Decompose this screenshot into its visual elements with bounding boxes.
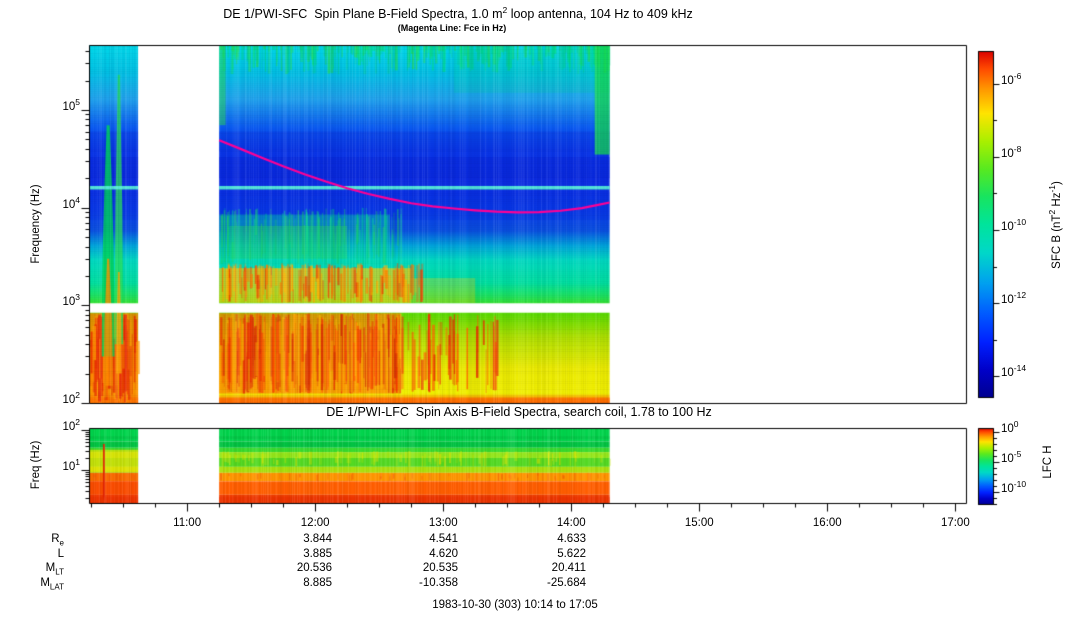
x-tick-label: 11:00: [173, 517, 202, 529]
ephemeris-value: 3.885: [303, 548, 332, 560]
footer-date-range: 1983-10-30 (303) 10:14 to 17:05: [432, 599, 598, 611]
ephemeris-value: -25.684: [546, 577, 586, 589]
ephemeris-value: 20.536: [296, 562, 332, 574]
ephemeris-value: 8.885: [303, 577, 332, 589]
ephemeris-row-label: Re: [51, 533, 64, 548]
ephemeris-value: 4.541: [429, 533, 458, 545]
x-tick-label: 16:00: [812, 517, 842, 529]
sfc-colorbar-tick-label: 10-12: [1001, 290, 1027, 307]
ephemeris-value: 20.411: [551, 562, 586, 574]
x-tick-label: 15:00: [684, 517, 714, 529]
lfc-y-axis-label: Freq (Hz): [30, 440, 42, 490]
lfc-panel-title: DE 1/PWI-LFC Spin Axis B-Field Spectra, …: [326, 405, 712, 419]
ephemeris-value: 4.633: [557, 533, 586, 545]
lfc-colorbar-tick-label: 10-5: [1001, 449, 1022, 465]
ephemeris-value: 4.620: [429, 548, 458, 560]
sfc-ytick-label: 105: [62, 97, 80, 113]
sfc-ytick-label: 102: [62, 390, 80, 406]
lfc-colorbar-tick-label: 10-10: [1001, 479, 1027, 495]
sfc-colorbar-tick-label: 10-8: [1001, 144, 1022, 160]
ephemeris-row-label: MLAT: [40, 577, 64, 592]
lfc-ytick-label: 102: [62, 417, 80, 433]
lfc-colorbar-tick-label: 100: [1001, 419, 1019, 436]
sfc-colorbar-tick-label: 10-10: [1001, 217, 1027, 233]
lfc-ytick-label: 101: [62, 457, 80, 473]
ephemeris-value: 3.844: [303, 533, 332, 545]
sfc-ytick-label: 104: [62, 194, 80, 211]
ephemeris-value: -10.358: [418, 577, 458, 589]
sfc-panel-title: DE 1/PWI-SFC Spin Plane B-Field Spectra,…: [223, 4, 693, 21]
x-tick-label: 14:00: [556, 517, 586, 529]
ephemeris-value: 5.622: [557, 548, 586, 560]
ephemeris-row-label: L: [57, 548, 64, 560]
lfc-colorbar-label: LFC H: [1042, 445, 1054, 479]
sfc-colorbar-label: SFC B (nT2 Hz-1): [1047, 181, 1063, 269]
sfc-y-axis-label: Frequency (Hz): [30, 184, 42, 264]
x-tick-label: 12:00: [300, 517, 330, 529]
ephemeris-value: 20.535: [422, 562, 458, 574]
sfc-panel-subtitle: (Magenta Line: Fce in Hz): [397, 23, 507, 33]
sfc-colorbar-tick-label: 10-14: [1001, 363, 1027, 380]
sfc-colorbar-tick-label: 10-6: [1001, 71, 1022, 87]
x-tick-label: 13:00: [428, 517, 458, 529]
x-tick-label: 17:00: [940, 517, 970, 529]
ephemeris-row-label: MLT: [45, 562, 64, 577]
sfc-ytick-label: 103: [62, 292, 80, 309]
